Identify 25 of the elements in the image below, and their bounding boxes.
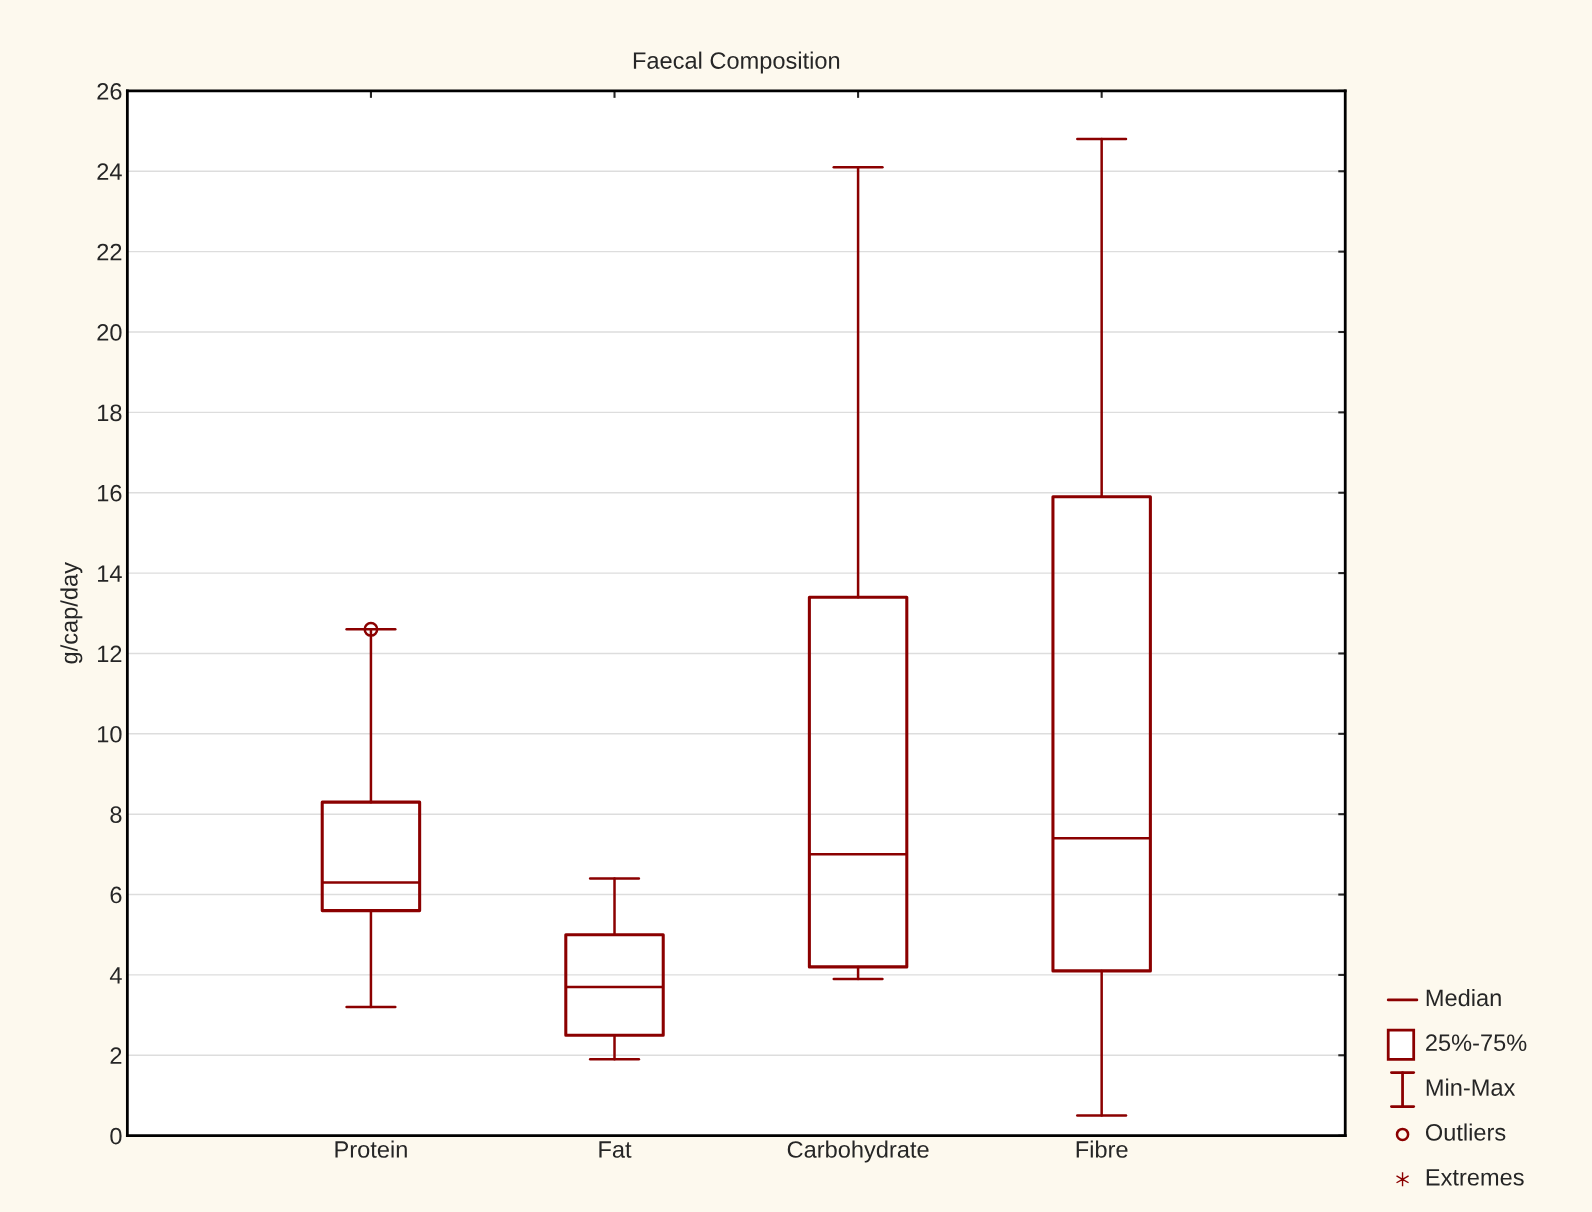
- y-tick-label: 2: [110, 1047, 122, 1064]
- y-tick-label: 10: [98, 725, 122, 743]
- x-tick-label: Protein: [335, 1140, 407, 1158]
- y-tick-label: 6: [110, 886, 122, 904]
- y-tick-label: 18: [98, 404, 122, 422]
- text: Median: [1426, 988, 1501, 1007]
- text: Extremes: [1426, 1169, 1524, 1186]
- text: Outliers: [1425, 1123, 1506, 1141]
- y-tick-label: 22: [97, 243, 122, 261]
- y-tick-label: 24: [97, 163, 122, 180]
- x-tick-label: Fibre: [1076, 1140, 1128, 1158]
- y-tick-label: 20: [97, 324, 122, 341]
- text: Min-Max: [1426, 1078, 1516, 1096]
- y-tick-label: 0: [110, 1127, 122, 1145]
- chart-title: Faecal Composition: [633, 51, 840, 74]
- x-tick-label: Fat: [599, 1141, 632, 1158]
- y-tick-label: 8: [110, 806, 122, 823]
- text: 25%-75%: [1426, 1034, 1527, 1052]
- y-tick-label: 12: [98, 645, 122, 663]
- x-tick-label: Carbohydrate: [787, 1140, 929, 1163]
- y-tick-label: 14: [98, 565, 122, 582]
- y-tick-label: 16: [98, 484, 122, 502]
- y-tick-label: 4: [109, 967, 122, 984]
- y-tick-label: 26: [97, 82, 122, 100]
- y-axis-title: g/cap/day: [60, 562, 83, 664]
